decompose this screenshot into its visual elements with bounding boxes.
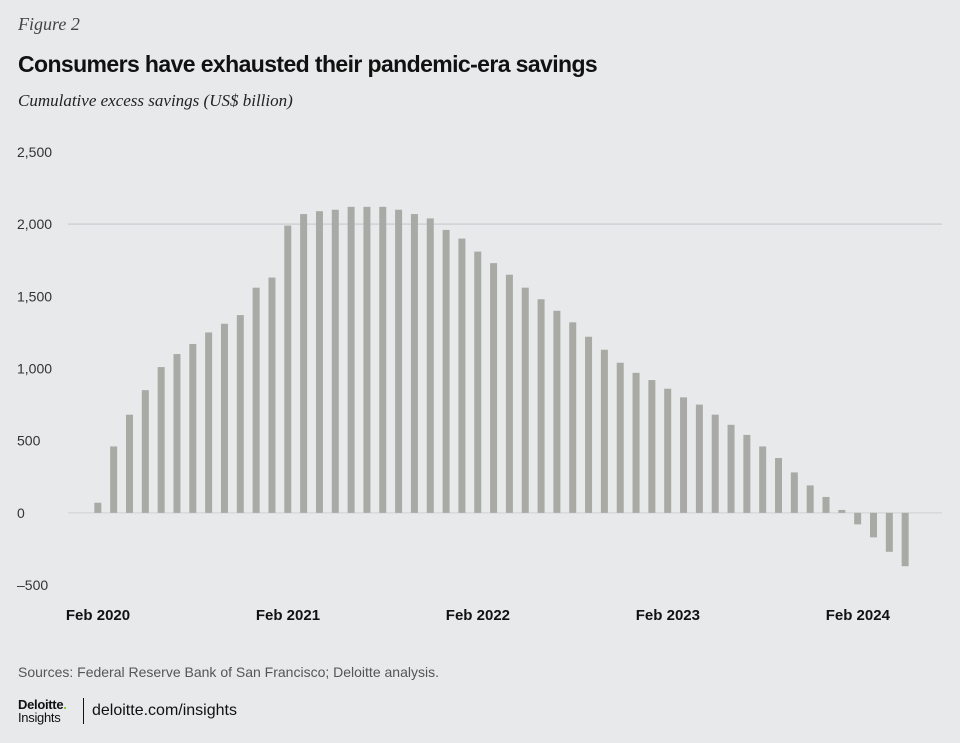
x-tick-label: Feb 2021 (256, 607, 320, 624)
bar (379, 206, 387, 513)
bar (94, 502, 102, 513)
chart-title: Consumers have exhausted their pandemic-… (18, 51, 598, 77)
logo-sub: Insights (18, 710, 61, 725)
gridlines (68, 223, 942, 514)
footer-divider (83, 698, 84, 724)
x-tick-label: Feb 2023 (636, 607, 700, 624)
bar (632, 372, 640, 513)
bar (664, 388, 672, 513)
bar (426, 218, 434, 513)
y-tick-label: 2,500 (17, 144, 52, 160)
bar (711, 414, 719, 513)
y-tick-label: 500 (17, 433, 41, 449)
bar (315, 211, 323, 513)
bar (268, 277, 276, 513)
bar (347, 206, 355, 513)
bar (110, 446, 118, 513)
bar (901, 512, 909, 567)
y-tick-label: 0 (17, 505, 25, 521)
bar (790, 472, 798, 513)
bar (743, 434, 751, 513)
bar (822, 496, 830, 513)
logo-brand: Deloitte (18, 697, 64, 712)
bar (125, 414, 133, 513)
bar (205, 332, 213, 513)
bar (189, 343, 197, 513)
bar (236, 315, 244, 513)
bar (885, 512, 893, 552)
bar (775, 457, 783, 513)
bar (680, 397, 688, 513)
bar (363, 206, 371, 513)
bar (252, 287, 260, 513)
bar (806, 485, 814, 513)
bar (173, 354, 181, 513)
y-tick-label: –500 (17, 577, 48, 593)
bar (727, 424, 735, 513)
bar (569, 322, 577, 513)
bar (300, 214, 308, 513)
bar (585, 336, 593, 513)
bar (141, 390, 149, 513)
x-tick-label: Feb 2020 (66, 607, 130, 624)
bar (521, 287, 529, 513)
bar (410, 214, 418, 513)
bar (157, 367, 165, 513)
y-axis-ticks: 2,500 2,000 1,500 1,000 500 0 –500 (17, 144, 52, 593)
y-tick-label: 2,000 (17, 216, 52, 232)
source-note: Sources: Federal Reserve Bank of San Fra… (18, 664, 439, 680)
deloitte-insights-logo: Deloitte. Insights (18, 698, 80, 724)
bar (442, 229, 450, 513)
bar (505, 274, 513, 513)
chart-subtitle: Cumulative excess savings (US$ billion) (18, 91, 293, 110)
bar (616, 362, 624, 513)
bar (648, 380, 656, 513)
y-tick-label: 1,500 (17, 288, 52, 304)
bar (553, 310, 561, 513)
bar (474, 251, 482, 513)
x-tick-label: Feb 2022 (446, 607, 510, 624)
figure-label: Figure 2 (18, 14, 80, 34)
logo-dot: . (63, 697, 67, 712)
bar (537, 299, 545, 513)
bar (600, 349, 608, 513)
bar (838, 509, 846, 513)
x-axis-ticks: Feb 2020 Feb 2021 Feb 2022 Feb 2023 Feb 2024 (66, 607, 891, 624)
footer-url[interactable]: deloitte.com/insights (92, 702, 237, 719)
x-tick-label: Feb 2024 (826, 607, 891, 624)
bar (870, 512, 877, 538)
bar (695, 404, 703, 513)
bar-series (94, 206, 909, 567)
y-tick-label: 1,000 (17, 361, 52, 377)
bar (220, 323, 228, 513)
bar (490, 263, 498, 513)
bar (854, 512, 862, 525)
bar (759, 446, 767, 513)
bar (284, 225, 292, 513)
bar (395, 209, 403, 513)
bar (331, 209, 339, 513)
bar (458, 238, 466, 513)
